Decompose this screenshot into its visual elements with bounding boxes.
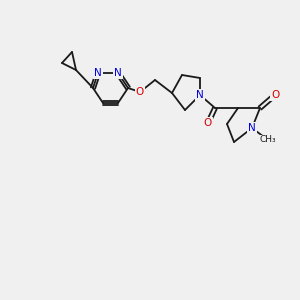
Text: N: N — [114, 68, 122, 78]
Text: O: O — [271, 90, 279, 100]
Text: O: O — [204, 118, 212, 128]
Text: N: N — [94, 68, 102, 78]
Text: N: N — [248, 123, 256, 133]
Text: CH₃: CH₃ — [260, 136, 276, 145]
Text: N: N — [196, 90, 204, 100]
Text: O: O — [136, 87, 144, 97]
